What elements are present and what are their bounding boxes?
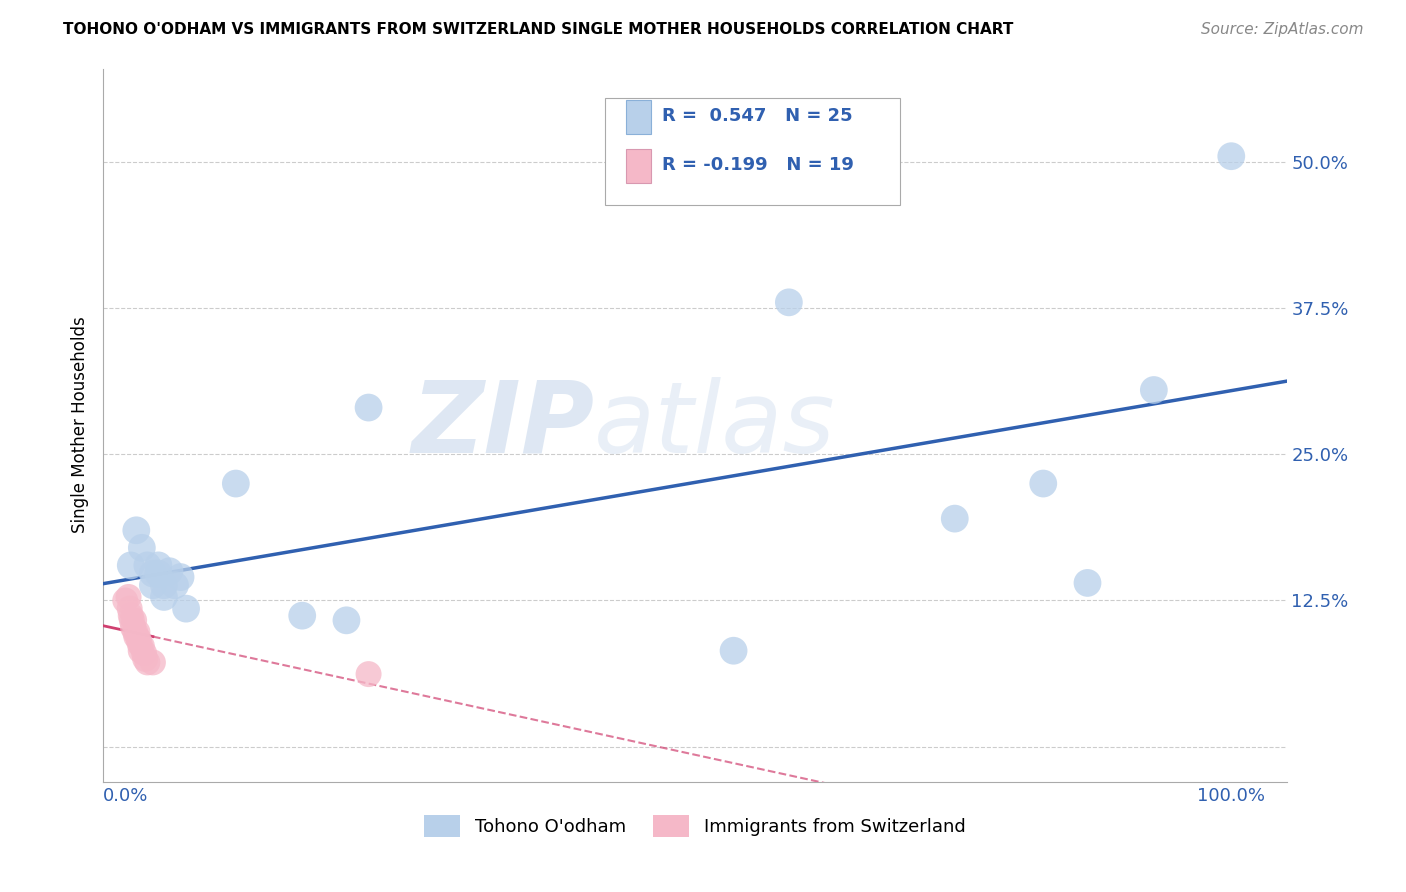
Text: Source: ZipAtlas.com: Source: ZipAtlas.com [1201, 22, 1364, 37]
Point [153, 578, 176, 592]
Point [121, 613, 143, 627]
Y-axis label: Single Mother Households: Single Mother Households [72, 317, 89, 533]
Legend: Tohono O'odham, Immigrants from Switzerland: Tohono O'odham, Immigrants from Switzerl… [418, 807, 973, 844]
Point [1076, 575, 1098, 590]
Point [1220, 149, 1243, 163]
Point [335, 613, 357, 627]
Point [117, 590, 139, 604]
Point [291, 608, 314, 623]
Point [159, 564, 181, 578]
Point [125, 524, 148, 538]
Text: ZIP: ZIP [412, 376, 595, 474]
Point [120, 558, 142, 573]
Point [118, 601, 141, 615]
Point [122, 620, 145, 634]
Point [132, 646, 155, 660]
Point [142, 656, 165, 670]
Point [120, 608, 142, 623]
Point [122, 613, 145, 627]
Point [148, 558, 170, 573]
Text: TOHONO O'ODHAM VS IMMIGRANTS FROM SWITZERLAND SINGLE MOTHER HOUSEHOLDS CORRELATI: TOHONO O'ODHAM VS IMMIGRANTS FROM SWITZE… [63, 22, 1014, 37]
Point [124, 625, 146, 640]
Point [723, 644, 745, 658]
Point [357, 667, 380, 681]
Point [142, 566, 165, 581]
Point [148, 566, 170, 581]
Point [129, 644, 152, 658]
Point [125, 630, 148, 644]
Text: atlas: atlas [595, 376, 837, 474]
Point [1143, 383, 1166, 397]
Point [1032, 476, 1054, 491]
Point [127, 625, 149, 640]
Point [136, 656, 159, 670]
Point [778, 295, 800, 310]
Point [128, 632, 150, 646]
Point [114, 593, 136, 607]
Point [128, 637, 150, 651]
Point [163, 578, 186, 592]
Point [131, 541, 153, 555]
Point [943, 511, 966, 525]
Point [131, 639, 153, 653]
Point [153, 590, 176, 604]
Text: R = -0.199   N = 19: R = -0.199 N = 19 [662, 156, 853, 174]
Point [134, 652, 156, 666]
Point [136, 558, 159, 573]
Point [225, 476, 247, 491]
Point [357, 401, 380, 415]
Point [169, 570, 191, 584]
Text: R =  0.547   N = 25: R = 0.547 N = 25 [662, 107, 853, 125]
Point [174, 601, 197, 615]
Point [142, 578, 165, 592]
